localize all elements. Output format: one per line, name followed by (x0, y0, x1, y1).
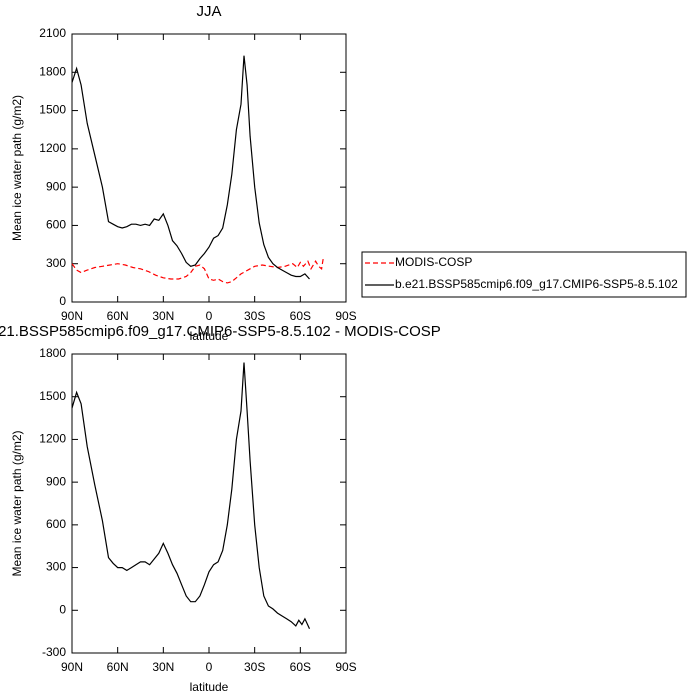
data-line (71, 362, 311, 630)
y-tick-label: 1200 (39, 432, 66, 446)
y-tick-label: 900 (46, 179, 66, 193)
legend-label: MODIS-COSP (395, 255, 472, 269)
y-tick-label: 0 (59, 602, 66, 616)
x-tick-label: 30S (244, 660, 265, 674)
y-tick-label: 1800 (39, 64, 66, 78)
legend-box (361, 251, 687, 298)
x-tick-label: 60N (107, 309, 129, 323)
y-tick-label: 1500 (39, 103, 66, 117)
y-tick-label: 1800 (39, 346, 66, 360)
y-axis-label: Mean ice water path (g/m2) (10, 95, 24, 241)
plot-frame (71, 33, 347, 303)
y-tick-label: 600 (46, 218, 66, 232)
data-line (71, 55, 310, 280)
y-tick-label: 2100 (39, 26, 66, 40)
x-tick-label: 90N (61, 309, 83, 323)
x-tick-label: 90N (61, 660, 83, 674)
plot-frame (71, 353, 347, 654)
x-axis-label: latitude (190, 329, 229, 343)
y-tick-label: -300 (42, 645, 66, 659)
chart-title: b.e21.BSSP585cmip6.f09_g17.CMIP6-SSP5-8.… (0, 323, 441, 340)
y-tick-label: 300 (46, 256, 66, 270)
y-axis-label: Mean ice water path (g/m2) (10, 430, 24, 576)
x-tick-label: 90S (335, 660, 356, 674)
chart-title: JJA (196, 3, 221, 20)
y-tick-label: 0 (59, 294, 66, 308)
x-tick-label: 60S (290, 660, 311, 674)
x-tick-label: 60N (107, 660, 129, 674)
x-tick-label: 30N (152, 660, 174, 674)
x-tick-label: 30N (152, 309, 174, 323)
y-tick-label: 900 (46, 474, 66, 488)
y-tick-label: 300 (46, 560, 66, 574)
y-tick-label: 600 (46, 517, 66, 531)
y-tick-label: 1500 (39, 389, 66, 403)
x-tick-label: 0 (206, 660, 213, 674)
legend-label: b.e21.BSSP585cmip6.f09_g17.CMIP6-SSP5-8.… (395, 277, 678, 291)
x-tick-label: 30S (244, 309, 265, 323)
x-axis-label: latitude (190, 680, 229, 694)
x-tick-label: 90S (335, 309, 356, 323)
data-line (71, 258, 324, 284)
y-tick-label: 1200 (39, 141, 66, 155)
x-tick-label: 60S (290, 309, 311, 323)
x-tick-label: 0 (206, 309, 213, 323)
